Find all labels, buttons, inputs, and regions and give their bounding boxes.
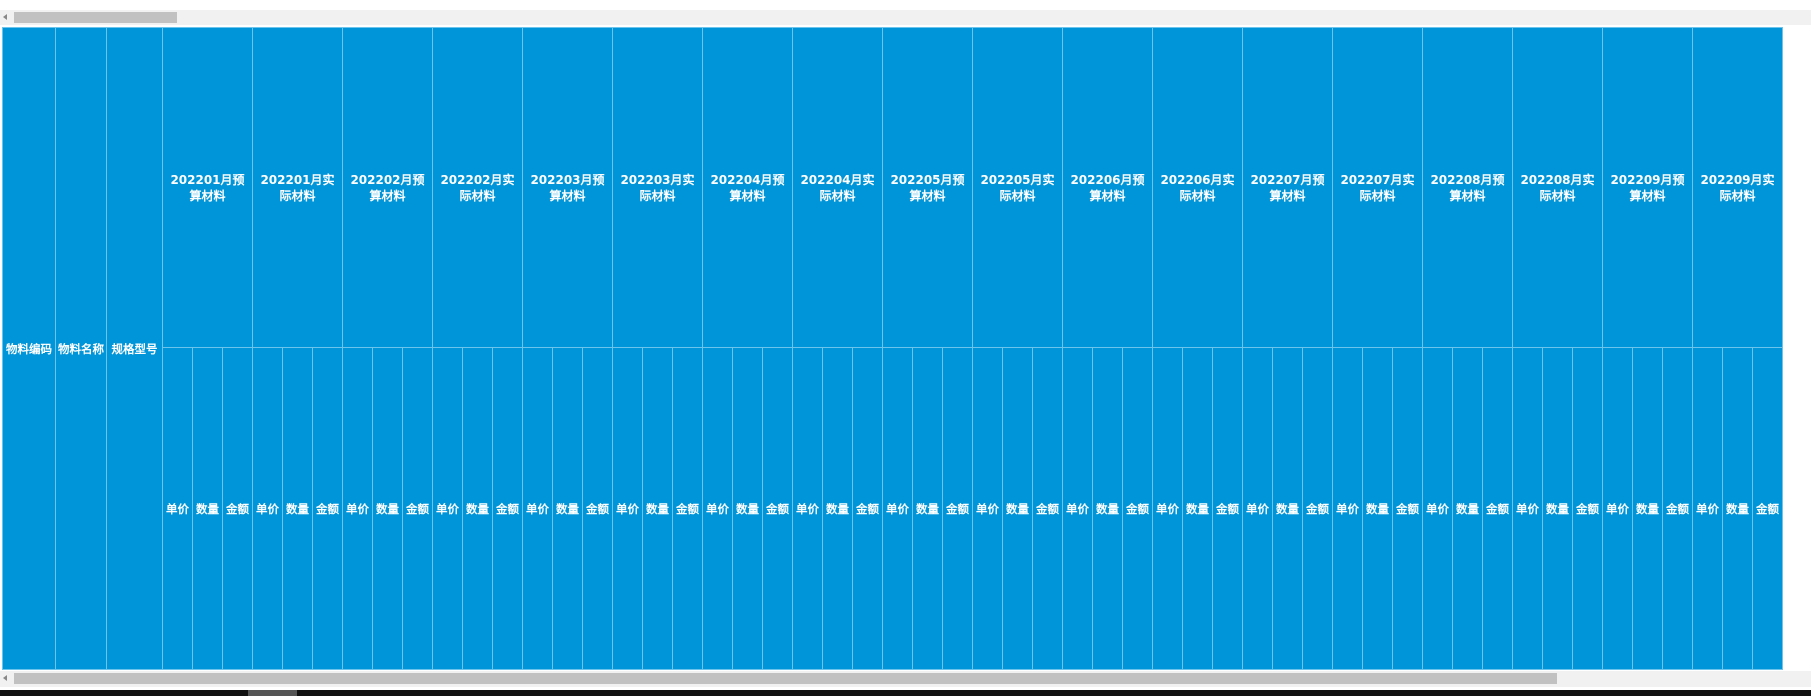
group-header: 202208月实际材料	[1512, 27, 1603, 348]
column-header: 物料编码	[2, 27, 56, 670]
sub-column-header: 单价	[432, 347, 463, 670]
sub-column-header: 单价	[1512, 347, 1543, 670]
sub-column-header: 单价	[252, 347, 283, 670]
sub-column-header: 数量	[1452, 347, 1483, 670]
sub-column-header: 单价	[162, 347, 193, 670]
sub-column-header: 金额	[1212, 347, 1243, 670]
group-header: 202201月预算材料	[162, 27, 253, 348]
sub-column-header: 单价	[702, 347, 733, 670]
taskbar	[0, 690, 1811, 696]
sub-column-header: 数量	[1182, 347, 1213, 670]
group-header: 202202月实际材料	[432, 27, 523, 348]
sub-column-header: 单价	[612, 347, 643, 670]
sub-column-header: 数量	[552, 347, 583, 670]
group-header: 202206月预算材料	[1062, 27, 1153, 348]
sub-column-header: 数量	[1362, 347, 1393, 670]
sub-column-header: 数量	[1542, 347, 1573, 670]
sub-column-header: 金额	[1032, 347, 1063, 670]
sub-column-header: 数量	[642, 347, 673, 670]
sub-column-header: 单价	[792, 347, 823, 670]
sub-column-header: 金额	[1572, 347, 1603, 670]
sub-header-row: 单价 数量 金额 单价 数量 金额 单价 数量 金额 单价 数量 金额 单价 数量 金额 单价 数量 金额 单价 数量…	[3, 347, 1783, 670]
sub-column-header: 金额	[1302, 347, 1333, 670]
sub-column-header: 金额	[1662, 347, 1693, 670]
scroll-arrow[interactable]	[3, 675, 7, 681]
sub-column-header: 数量	[1722, 347, 1753, 670]
sub-column-header: 数量	[732, 347, 763, 670]
sub-column-header: 数量	[462, 347, 493, 670]
sub-column-header: 数量	[1002, 347, 1033, 670]
scroll-arrow[interactable]	[3, 14, 7, 20]
sub-column-header: 单价	[882, 347, 913, 670]
data-table: 物料编码 物料名称 规格型号 202201月预算材料 202201月实际材料 202202…	[2, 27, 1783, 670]
scroll-thumb[interactable]	[14, 673, 1557, 684]
sub-column-header: 单价	[972, 347, 1003, 670]
header-row: 物料编码 物料名称 规格型号 202201月预算材料 202201月实际材料 202202…	[2, 27, 1783, 670]
group-header: 202203月预算材料	[522, 27, 613, 348]
sub-column-header: 单价	[1152, 347, 1183, 670]
group-header: 202207月预算材料	[1242, 27, 1333, 348]
sub-column-header: 金额	[1392, 347, 1423, 670]
sub-column-header: 数量	[1092, 347, 1123, 670]
sub-column-header: 单价	[1422, 347, 1453, 670]
sub-column-header: 金额	[222, 347, 253, 670]
group-header: 202209月实际材料	[1692, 27, 1783, 348]
group-header: 202205月实际材料	[972, 27, 1063, 348]
sub-column-header: 金额	[1482, 347, 1513, 670]
sub-column-header: 金额	[1122, 347, 1153, 670]
sub-column-header: 单价	[1332, 347, 1363, 670]
bottom-scrollbar[interactable]	[0, 671, 1811, 687]
sub-column-header: 单价	[522, 347, 553, 670]
sub-column-header: 数量	[1272, 347, 1303, 670]
sub-column-header: 金额	[582, 347, 613, 670]
sub-column-header: 数量	[282, 347, 313, 670]
group-header: 202205月预算材料	[882, 27, 973, 348]
sub-column-header: 单价	[1242, 347, 1273, 670]
sub-column-header: 单价	[342, 347, 373, 670]
group-header: 202209月预算材料	[1602, 27, 1693, 348]
column-header: 规格型号	[106, 27, 163, 670]
sub-column-header: 金额	[942, 347, 973, 670]
group-header: 202203月实际材料	[612, 27, 703, 348]
sub-column-header: 数量	[822, 347, 853, 670]
scroll-thumb[interactable]	[14, 12, 177, 23]
group-header: 202206月实际材料	[1152, 27, 1243, 348]
group-header: 202207月实际材料	[1332, 27, 1423, 348]
group-header: 202204月预算材料	[702, 27, 793, 348]
group-header: 202208月预算材料	[1422, 27, 1513, 348]
group-header: 202204月实际材料	[792, 27, 883, 348]
sub-column-header: 金额	[492, 347, 523, 670]
column-header: 物料名称	[55, 27, 107, 670]
sub-column-header: 单价	[1602, 347, 1633, 670]
sub-column-header: 单价	[1692, 347, 1723, 670]
sub-column-header: 金额	[312, 347, 343, 670]
top-scrollbar[interactable]	[0, 10, 1811, 25]
sub-column-header: 数量	[192, 347, 223, 670]
sub-column-header: 金额	[672, 347, 703, 670]
sub-column-header: 单价	[1062, 347, 1093, 670]
taskbar-button[interactable]	[248, 690, 297, 696]
sub-column-header: 数量	[1632, 347, 1663, 670]
sub-column-header: 金额	[1752, 347, 1783, 670]
sub-column-header: 金额	[402, 347, 433, 670]
sub-column-header: 金额	[852, 347, 883, 670]
sub-column-header: 数量	[912, 347, 943, 670]
group-header: 202202月预算材料	[342, 27, 433, 348]
sub-column-header: 数量	[372, 347, 403, 670]
group-header: 202201月实际材料	[252, 27, 343, 348]
sub-column-header: 金额	[762, 347, 793, 670]
